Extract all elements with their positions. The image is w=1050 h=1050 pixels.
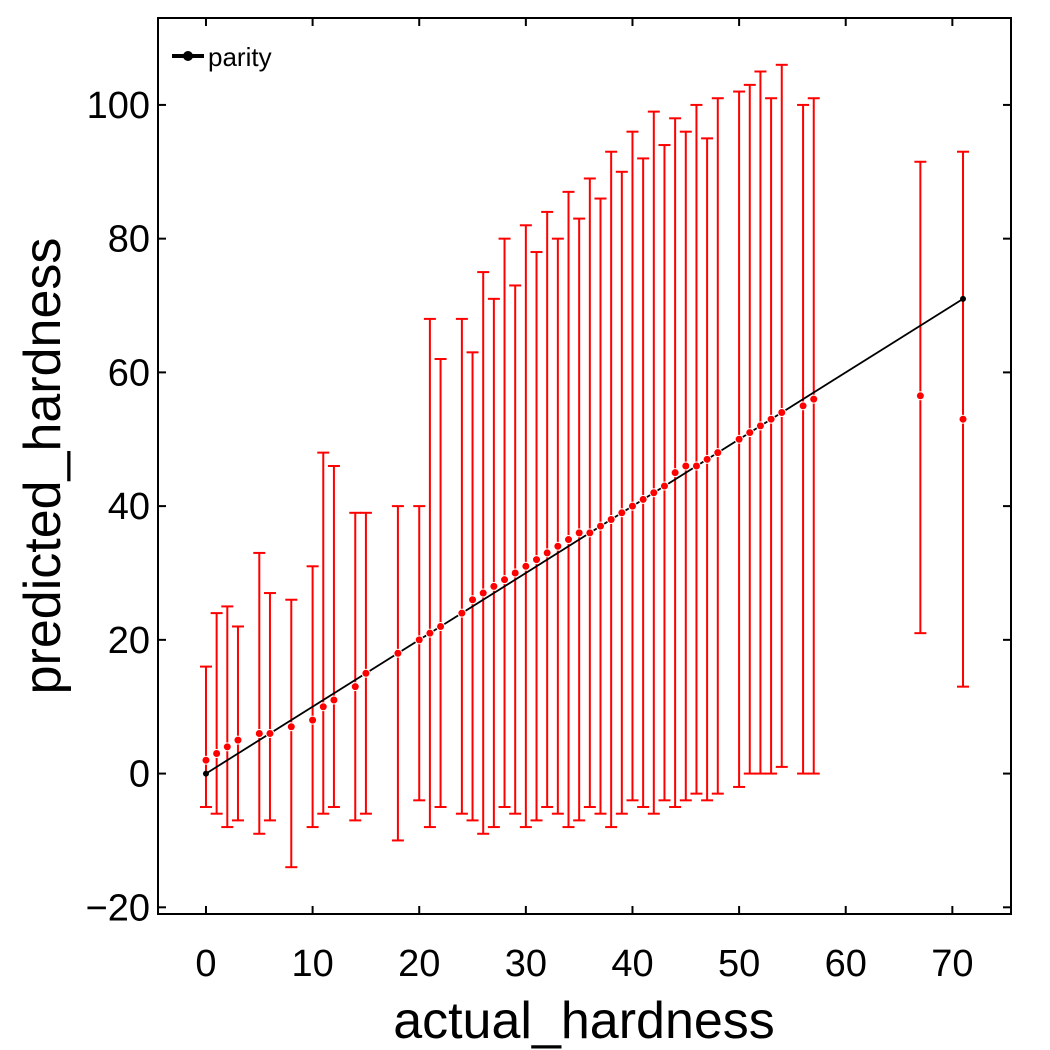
data-point [489,581,499,591]
data-point [574,528,584,538]
data-point [702,454,712,464]
data-point [777,408,787,418]
data-point [329,695,339,705]
x-tick-label: 20 [398,943,440,985]
data-point [691,461,701,471]
x-axis-title: actual_hardness [393,992,775,1050]
x-tick-label: 0 [195,943,216,985]
data-point [233,735,243,745]
data-point [521,561,531,571]
parity-layer [202,295,967,777]
x-tick-label: 50 [718,943,760,985]
parity-line [205,298,964,775]
data-point [585,528,595,538]
data-point [915,391,925,401]
x-tick-label: 60 [825,943,867,985]
data-point [201,755,211,765]
data-point [510,568,520,578]
data-point [659,481,669,491]
parity-endpoint [960,295,967,302]
data-point [681,461,691,471]
data-point [254,728,264,738]
data-point [745,428,755,438]
data-point [436,621,446,631]
data-point [627,501,637,511]
data-point [457,608,467,618]
y-tick-label: 40 [108,486,150,528]
y-tick-label: 80 [108,219,150,261]
data-point [553,541,563,551]
data-point [308,715,318,725]
parity-endpoint [202,770,209,777]
legend: parity [172,42,272,72]
data-point [958,414,968,424]
y-axis-ticks: −20 0 20 40 60 80 100 [86,85,1011,929]
data-point [798,401,808,411]
data-point [286,722,296,732]
data-point [670,468,680,478]
data-point [755,421,765,431]
data-point [766,414,776,424]
data-point [222,742,232,752]
data-point [532,555,542,565]
data-point [468,595,478,605]
data-point [734,434,744,444]
y-tick-label: 0 [129,754,150,796]
data-point [500,575,510,585]
data-point [617,508,627,518]
x-axis-ticks: 0 10 20 30 40 50 60 70 [195,18,973,985]
y-tick-label: −20 [86,887,150,929]
data-point [649,488,659,498]
data-point [425,628,435,638]
y-tick-label: 60 [108,352,150,394]
data-point [606,514,616,524]
legend-entry-parity: parity [208,42,272,72]
data-point [478,588,488,598]
data-point [414,635,424,645]
x-tick-label: 30 [505,943,547,985]
data-point [809,394,819,404]
y-tick-label: 100 [87,85,150,127]
data-point [595,521,605,531]
x-tick-label: 40 [611,943,653,985]
data-point [713,448,723,458]
data-point [212,749,222,759]
x-tick-label: 10 [291,943,333,985]
legend-parity-marker [183,51,193,61]
data-point [638,494,648,504]
data-points [201,391,968,765]
data-point [350,682,360,692]
x-tick-label: 70 [931,943,973,985]
data-point [542,548,552,558]
y-tick-label: 20 [108,620,150,662]
data-point [393,648,403,658]
data-point [265,728,275,738]
data-point [318,702,328,712]
y-axis-title: predicted_hardness [14,238,72,695]
data-point [564,535,574,545]
plot-frame [157,17,1012,915]
data-point [361,668,371,678]
